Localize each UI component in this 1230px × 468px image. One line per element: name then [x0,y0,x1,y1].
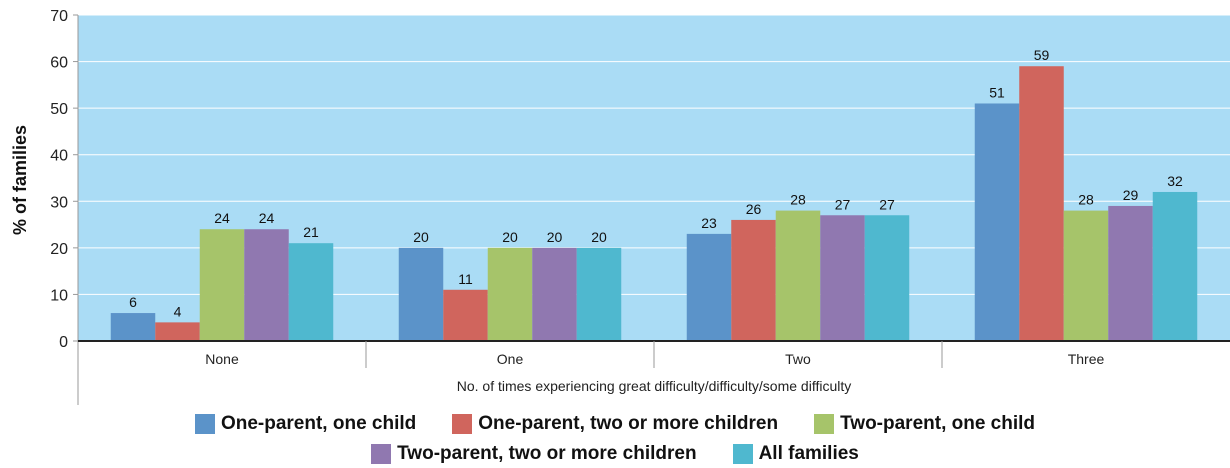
y-tick-label: 0 [59,334,68,351]
legend-swatch-two-parent-two-or-more [371,444,391,464]
x-category-labels: None One Two Three [205,341,1104,368]
data-label: 23 [701,215,717,231]
data-label: 27 [879,196,895,212]
legend-item-one-parent-two-or-more: One-parent, two or more children [452,413,778,435]
y-tick-label: 60 [50,55,68,72]
legend-swatch-one-parent-two-or-more [452,414,472,434]
data-label: 59 [1034,47,1050,63]
data-label: 26 [746,201,762,217]
data-label: 20 [591,229,607,245]
y-tick-label: 10 [50,287,68,304]
data-label: 24 [214,210,230,226]
bar [776,211,821,341]
data-label: 20 [547,229,563,245]
legend-swatch-one-parent-one-child [195,414,215,434]
y-tick-labels: 0 10 20 30 40 50 60 70 [50,8,78,351]
data-label: 11 [458,271,473,287]
bar [865,215,910,341]
bar [488,248,533,341]
data-label: 28 [1078,192,1094,208]
data-label: 27 [835,196,851,212]
x-category-label: Three [1068,351,1105,367]
data-label: 24 [259,210,275,226]
bar [1064,211,1109,341]
legend-item-two-parent-two-or-more: Two-parent, two or more children [371,443,696,465]
data-label: 28 [790,192,806,208]
bar-chart: 6 4 24 24 21 20 11 20 20 20 23 26 28 27 27 51 59 28 29 32 0… [0,0,1230,410]
legend-label: Two-parent, one child [840,413,1035,435]
legend-label: Two-parent, two or more children [397,443,696,465]
bar [975,103,1020,341]
bar [820,215,865,341]
x-category-label: None [205,351,239,367]
data-label: 20 [413,229,429,245]
bar [1108,206,1153,341]
y-axis-title: % of families [10,125,30,235]
bar [731,220,776,341]
legend-label: All families [759,443,859,465]
bar [200,229,245,341]
y-tick-label: 70 [50,8,68,25]
y-tick-label: 50 [50,101,68,118]
bar [687,234,732,341]
bar [1153,192,1198,341]
legend-row-2: Two-parent, two or more children All fam… [0,443,1230,465]
data-label: 6 [129,294,137,310]
bar [532,248,577,341]
bar [111,313,156,341]
y-tick-label: 30 [50,194,68,211]
data-label: 29 [1123,187,1139,203]
data-label: 32 [1167,173,1183,189]
x-axis-title: No. of times experiencing great difficul… [457,378,852,394]
x-category-label: Two [785,351,811,367]
data-label: 20 [502,229,518,245]
bar [577,248,622,341]
data-label: 21 [303,224,319,240]
data-label: 4 [174,303,182,319]
y-tick-label: 20 [50,241,68,258]
legend-label: One-parent, two or more children [478,413,778,435]
bar [155,322,200,341]
bar [289,243,334,341]
data-label: 51 [989,84,1005,100]
x-category-label: One [497,351,524,367]
legend-label: One-parent, one child [221,413,416,435]
bar [1019,66,1064,341]
legend-item-all-families: All families [733,443,859,465]
bar [399,248,444,341]
legend-item-one-parent-one-child: One-parent, one child [195,413,416,435]
legend-item-two-parent-one-child: Two-parent, one child [814,413,1035,435]
bar [244,229,289,341]
y-tick-label: 40 [50,148,68,165]
bar [443,290,488,341]
legend-swatch-all-families [733,444,753,464]
legend-swatch-two-parent-one-child [814,414,834,434]
legend-row-1: One-parent, one child One-parent, two or… [0,413,1230,435]
